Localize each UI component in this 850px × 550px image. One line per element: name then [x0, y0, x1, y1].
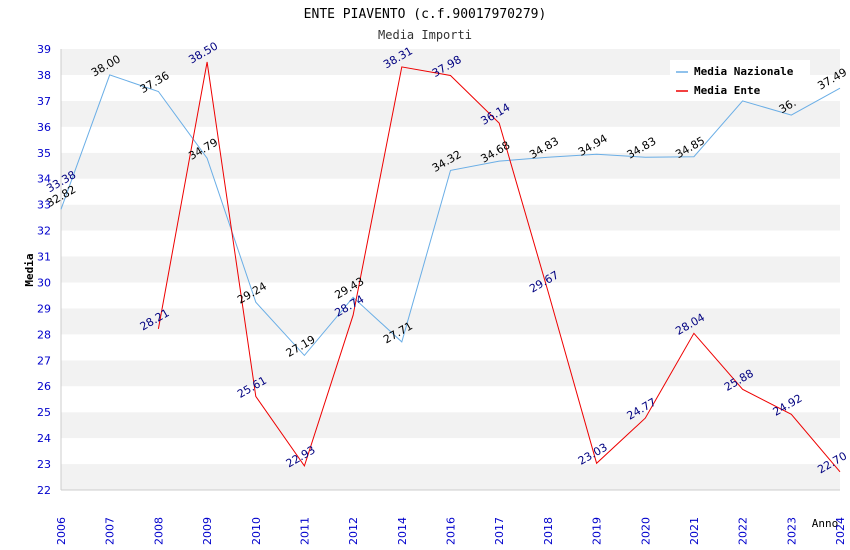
y-tick-label: 31	[37, 251, 51, 264]
grid-band	[61, 100, 840, 127]
grid-band	[61, 204, 840, 231]
y-tick-label: 22	[37, 484, 51, 497]
y-tick-label: 25	[37, 406, 51, 419]
x-tick-labels: 2006 2007 2008 2009 2010 2011 2012 2014 2016 2017…	[55, 517, 847, 545]
grid-band	[61, 282, 840, 309]
chart-subtitle: Media Importi	[378, 28, 472, 42]
y-tick-label: 33	[37, 199, 51, 212]
y-tick-label: 27	[37, 354, 51, 367]
x-tick-label: 2009	[201, 517, 214, 545]
x-tick-label: 2023	[785, 517, 798, 545]
grid-bands	[61, 49, 840, 490]
grid-band	[61, 126, 840, 153]
x-tick-label: 2014	[396, 517, 409, 545]
x-tick-label: 2021	[688, 517, 701, 545]
y-tick-label: 30	[37, 276, 51, 289]
grid-band	[61, 464, 840, 490]
axes	[60, 49, 840, 491]
chart-title: ENTE PIAVENTO (c.f.90017970279)	[304, 7, 547, 22]
y-tick-label: 26	[37, 380, 51, 393]
grid-band	[61, 152, 840, 179]
y-tick-label: 37	[37, 95, 51, 108]
grid-band	[61, 256, 840, 283]
series-line-1	[157, 61, 841, 473]
y-tick-label: 36	[37, 121, 51, 134]
x-tick-label: 2018	[542, 517, 555, 545]
grid-band	[61, 438, 840, 465]
grid-band	[61, 360, 840, 387]
x-tick-label: 2022	[737, 517, 750, 545]
x-tick-label: 2007	[104, 517, 117, 545]
x-tick-label: 2017	[493, 517, 506, 545]
y-axis-label: Media	[23, 253, 36, 286]
y-tick-label: 32	[37, 225, 51, 238]
x-tick-label: 2011	[298, 517, 311, 545]
x-tick-label: 2008	[152, 517, 165, 545]
x-tick-label: 2010	[250, 517, 263, 545]
x-tick-label: 2020	[639, 517, 652, 545]
y-tick-label: 29	[37, 302, 51, 315]
y-tick-label: 28	[37, 328, 51, 341]
y-tick-label: 23	[37, 458, 51, 471]
series-line-0	[60, 74, 841, 357]
grid-band	[61, 230, 840, 257]
x-axis-label: Anno	[812, 517, 839, 530]
grid-band	[61, 308, 840, 335]
x-tick-label: 2006	[55, 517, 68, 545]
grid-band	[61, 334, 840, 361]
x-tick-label: 2024	[834, 517, 847, 545]
legend-box	[670, 60, 810, 100]
legend-label-ente: Media Ente	[694, 84, 761, 97]
grid-band	[61, 386, 840, 413]
x-tick-label: 2016	[445, 517, 458, 545]
grid-band	[61, 412, 840, 439]
x-tick-label: 2012	[347, 517, 360, 545]
y-tick-label: 38	[37, 69, 51, 82]
legend: Media Nazionale Media Ente	[670, 60, 810, 100]
series-lines	[60, 61, 841, 473]
y-tick-label: 24	[37, 432, 51, 445]
x-tick-label: 2019	[591, 517, 604, 545]
y-tick-label: 35	[37, 147, 51, 160]
y-tick-label: 34	[37, 173, 51, 186]
legend-label-nazionale: Media Nazionale	[694, 65, 794, 78]
y-tick-labels: 22 23 24 25 26 27 28 29 30 31 32 33 34 35 36 37 38 39	[37, 43, 51, 497]
grid-band	[61, 178, 840, 205]
y-tick-label: 39	[37, 43, 51, 56]
